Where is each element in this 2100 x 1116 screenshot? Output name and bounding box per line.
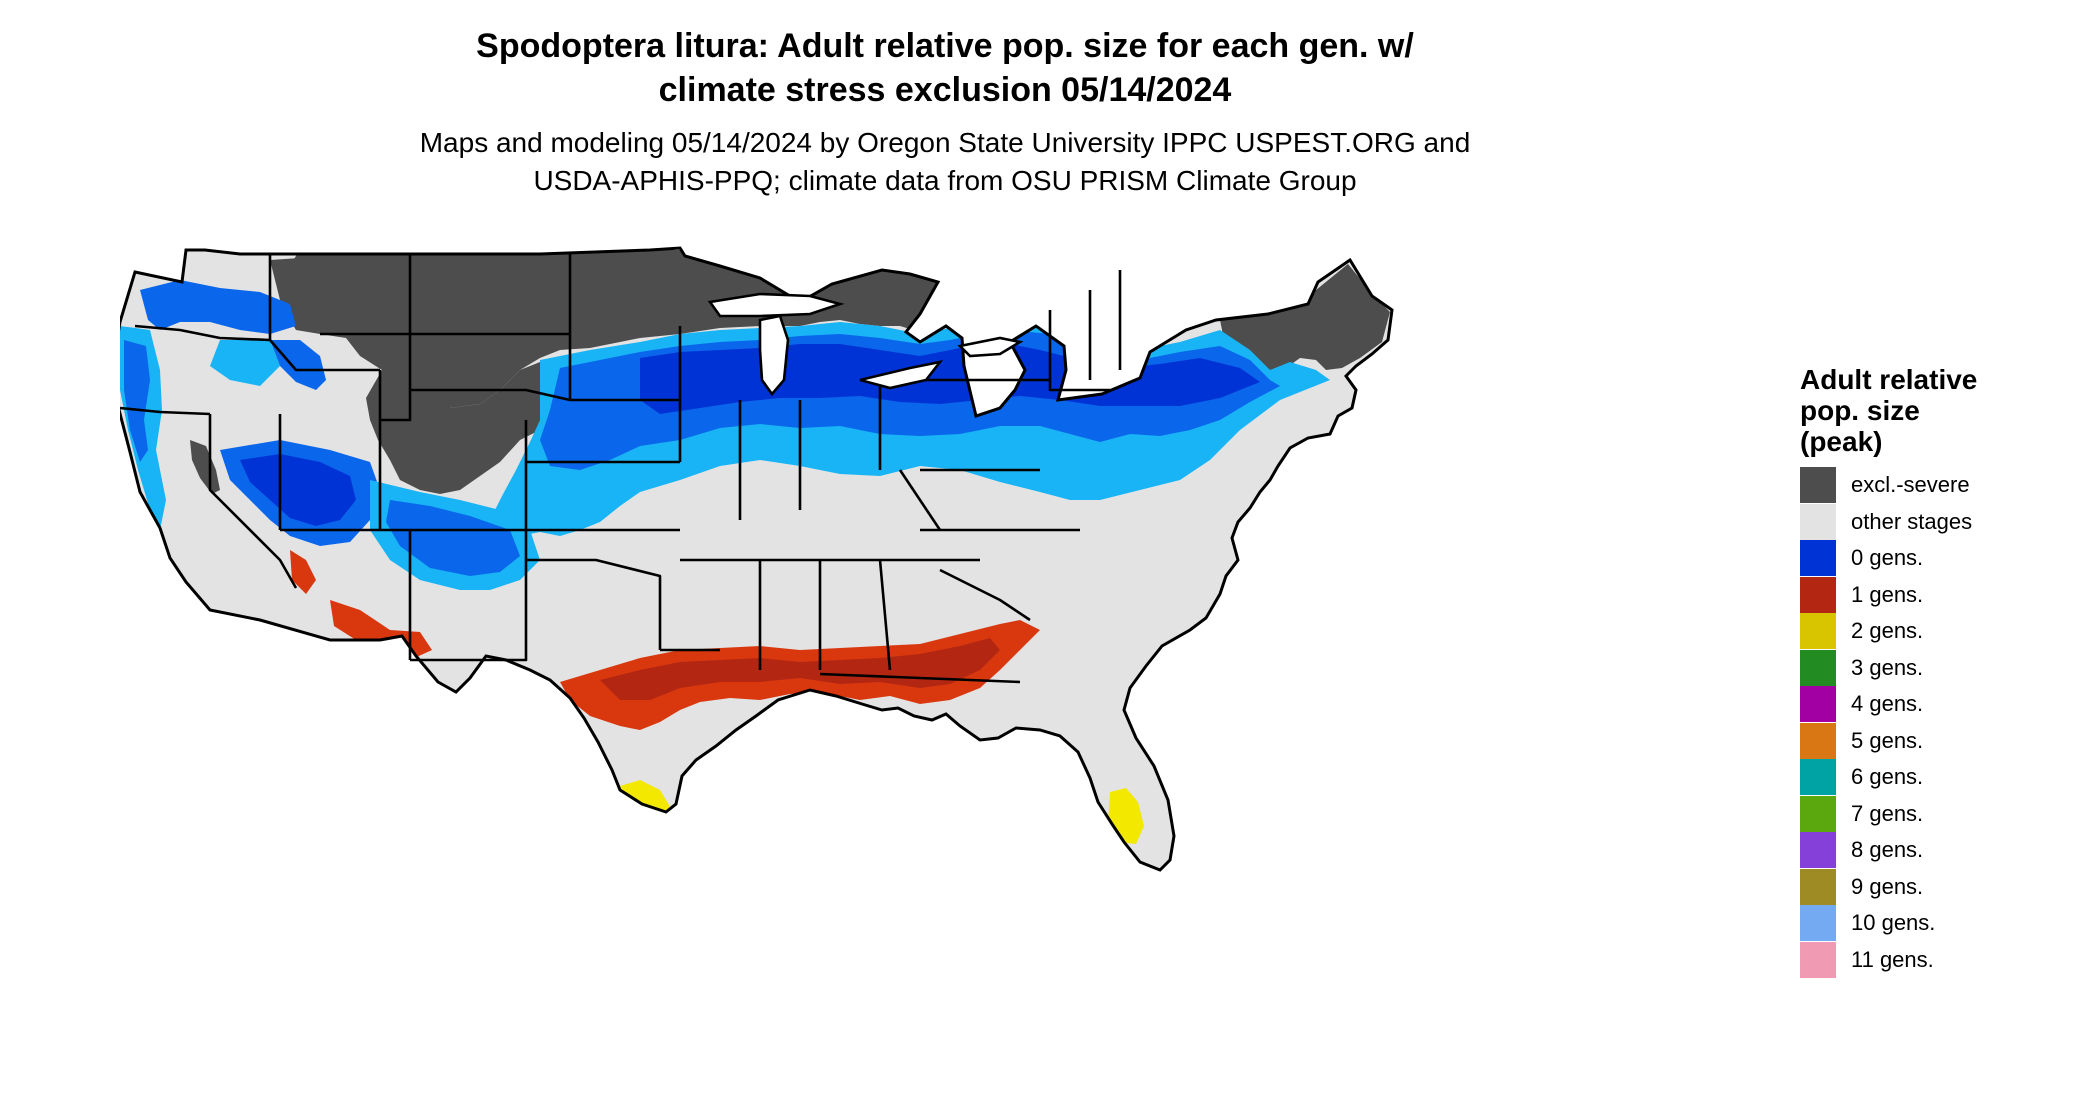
legend-item: 8 gens. (1800, 832, 2090, 869)
legend-item: 4 gens. (1800, 686, 2090, 723)
legend-label: excl.-severe (1851, 472, 1970, 497)
map-data-layers (120, 250, 1390, 884)
legend-item: 6 gens. (1800, 759, 2090, 796)
map-subtitle: Maps and modeling 05/14/2024 by Oregon S… (0, 124, 1890, 200)
border-or-ca-nv (120, 406, 211, 416)
legend: Adult relative pop. size (peak) excl.-se… (1800, 364, 2090, 978)
us-map-svg (120, 246, 1394, 884)
legend-swatch (1800, 540, 1836, 576)
legend-item: 0 gens. (1800, 540, 2090, 577)
legend-item: 7 gens. (1800, 795, 2090, 833)
legend-item: 9 gens. (1800, 868, 2090, 906)
lake-erie (859, 360, 944, 390)
legend-label: 5 gens. (1851, 727, 1924, 753)
excluded-region-northwest-spots (270, 258, 306, 310)
legend-label: 6 gens. (1851, 764, 1924, 789)
legend-label: 11 gens. (1851, 946, 1934, 972)
legend-item: other stages (1800, 503, 2090, 541)
legend-label: 10 gens. (1851, 910, 1936, 935)
legend-swatch (1800, 503, 1836, 540)
legend-item: 2 gens. (1800, 613, 2090, 650)
legend-swatch (1800, 868, 1836, 905)
border-sd-ne (410, 388, 571, 402)
border-ga-fl (819, 672, 1021, 684)
legend-label: 2 gens. (1851, 618, 1924, 643)
border-al-ga (878, 559, 892, 671)
legend-label: 9 gens. (1851, 873, 1924, 899)
border-wa-or (134, 324, 271, 342)
legend-label: 8 gens. (1851, 837, 1924, 862)
great-lakes (707, 292, 1024, 397)
gen0-band-darkest (640, 342, 1260, 414)
excluded-region-sierra (190, 440, 220, 494)
legend-title: Adult relative pop. size (peak) (1800, 364, 2090, 457)
legend-title-line-3: (peak) (1800, 426, 1883, 457)
legend-item: excl.-severe (1800, 467, 2090, 504)
state-borders (120, 254, 1122, 684)
legend-title-line-2: pop. size (1800, 395, 1920, 426)
gen0-colorado-plateau-dark (386, 500, 520, 576)
map-title: Spodoptera litura: Adult relative pop. s… (0, 24, 1890, 112)
legend-label: 7 gens. (1851, 800, 1924, 826)
legend-swatch (1800, 613, 1836, 649)
legend-label: other stages (1851, 508, 1973, 534)
map-subtitle-line-1: Maps and modeling 05/14/2024 by Oregon S… (419, 127, 1471, 158)
legend-item: 1 gens. (1800, 576, 2090, 614)
legend-title-line-1: Adult relative (1800, 364, 1978, 395)
gen0-west-washington (140, 280, 296, 334)
border-id-mt (268, 254, 320, 372)
border-nm-tx (410, 530, 528, 662)
legend-swatch (1800, 759, 1836, 795)
us-map (120, 230, 1770, 1116)
gen1-southern-band-dark (600, 638, 1000, 700)
legend-swatch (1800, 467, 1836, 503)
border-wy-co (380, 334, 412, 422)
legend-item: 5 gens. (1800, 722, 2090, 760)
lake-superior (707, 292, 845, 318)
map-subtitle-line-2: USDA-APHIS-PPQ; climate data from OSU PR… (533, 165, 1357, 196)
legend-label: 3 gens. (1851, 654, 1924, 680)
legend-label: 4 gens. (1851, 691, 1924, 716)
legend-item: 10 gens. (1800, 905, 2090, 942)
legend-swatch (1800, 649, 1836, 686)
legend-swatch (1800, 905, 1836, 941)
map-title-line-2: climate stress exclusion 05/14/2024 (658, 71, 1232, 109)
gen1-socal (290, 550, 316, 594)
legend-swatch (1800, 941, 1836, 978)
gen3-florida-keys (1120, 870, 1144, 884)
gen0-west-coast-core (124, 340, 150, 462)
legend-label: 1 gens. (1851, 581, 1924, 607)
gen0-idaho (270, 340, 326, 390)
gen0-oregon-east (210, 340, 280, 386)
legend-swatch (1800, 686, 1836, 722)
lake-michigan (758, 314, 790, 397)
legend-label: 0 gens. (1851, 545, 1924, 570)
excluded-region-new-england (1220, 264, 1390, 370)
legend-swatch (1800, 722, 1836, 759)
legend-item: 3 gens. (1800, 649, 2090, 687)
legend-swatch (1800, 576, 1836, 613)
border-ca-nv (208, 414, 298, 589)
legend-swatch (1800, 795, 1836, 832)
legend-item: 11 gens. (1800, 941, 2090, 979)
border-ny-vt-ma (1048, 310, 1110, 392)
legend-items: excl.-severe other stages 0 gens. 1 gens. 2 … (1800, 467, 2090, 978)
legend-swatch (1800, 832, 1836, 868)
lake-ontario (957, 336, 1024, 358)
border-ok-tx (526, 558, 662, 650)
border-wv-va (898, 469, 942, 531)
gen0-great-basin-dark (240, 454, 356, 526)
map-title-line-1: Spodoptera litura: Adult relative pop. s… (476, 27, 1414, 65)
border-nc-sc (939, 568, 1031, 622)
